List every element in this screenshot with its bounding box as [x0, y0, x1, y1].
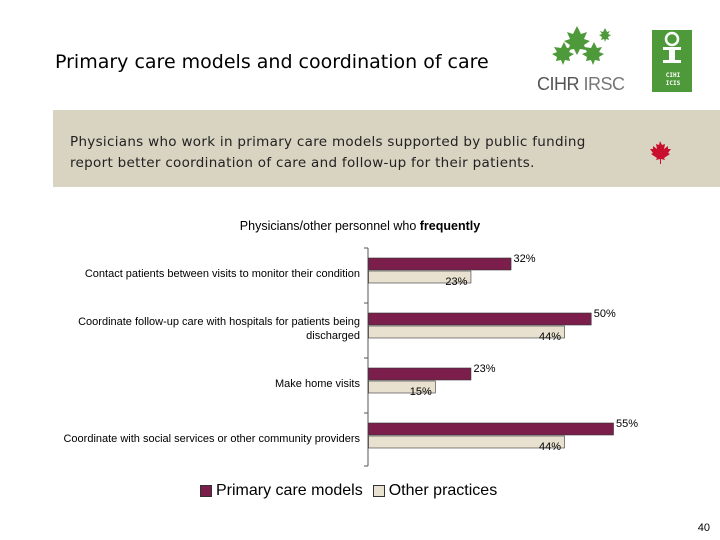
legend-label-primary: Primary care models — [216, 482, 363, 499]
cihr-leaf-icon — [552, 26, 611, 65]
category-label: Coordinate follow-up care with hospitals… — [78, 316, 360, 342]
data-label: 55% — [616, 418, 638, 430]
category-label: Contact patients between visits to monit… — [84, 268, 360, 280]
data-label: 15% — [410, 386, 432, 398]
cihr-irsc-wordmark: CIHR IRSC — [537, 74, 625, 94]
legend-label-other: Other practices — [388, 482, 498, 499]
data-label: 50% — [594, 308, 616, 320]
category-label: Make home visits — [275, 378, 360, 390]
data-label: 23% — [445, 276, 467, 288]
chart-title: Physicians/other personnel who frequentl… — [239, 219, 481, 233]
legend-swatch-primary — [200, 485, 212, 497]
page-number: 40 — [697, 522, 710, 534]
data-label: 23% — [473, 363, 495, 375]
bar-other — [368, 380, 436, 394]
cihi-logo — [652, 30, 692, 92]
bar-other — [368, 270, 472, 284]
callout-box: Physicians who work in primary care mode… — [53, 110, 720, 187]
bar-primary — [368, 312, 592, 326]
category-label: Coordinate with social services or other… — [63, 433, 360, 445]
bar-other — [368, 325, 565, 339]
data-label: 44% — [539, 331, 561, 343]
legend-swatch-other — [372, 485, 385, 497]
data-label: 32% — [514, 253, 536, 265]
maple-leaf-icon — [650, 141, 671, 164]
legend-item-primary: Primary care models — [200, 482, 363, 500]
bar-primary — [368, 257, 512, 271]
slide-title: Primary care models and coordination of … — [55, 51, 489, 73]
bar-primary — [368, 367, 472, 381]
callout-text: Physicians who work in primary care mode… — [70, 134, 586, 171]
cihi-emblem-icon — [663, 31, 681, 63]
legend: Primary care models Other practices — [200, 482, 507, 500]
data-label: 44% — [539, 441, 561, 453]
bar-other — [368, 435, 565, 449]
legend-item-other: Other practices — [372, 482, 498, 500]
cihi-wordmark: CIHI ICIS — [665, 72, 681, 87]
bar-primary — [368, 422, 614, 436]
